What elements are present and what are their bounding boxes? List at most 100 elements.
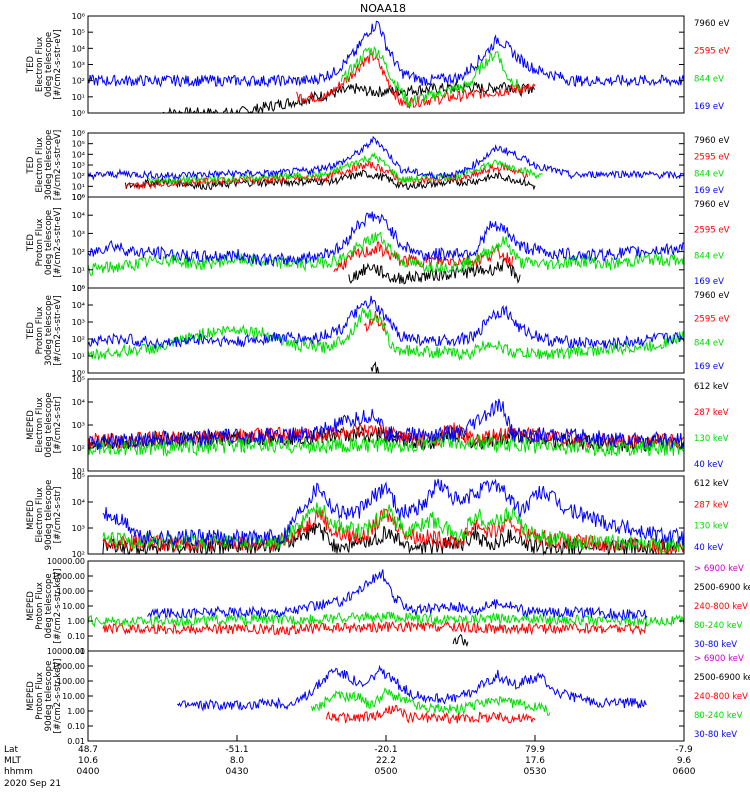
y-axis-label-line: [#/cm2-s-str-eV] bbox=[53, 295, 63, 365]
legend-entry: 2595 eV bbox=[694, 315, 730, 325]
y-tick-label: 1.00 bbox=[67, 707, 85, 716]
y-axis-label-line: 30deg telescope bbox=[44, 130, 54, 201]
y-tick-label: 10² bbox=[72, 335, 85, 344]
y-axis-label-line: [#/cm2-s-str-keV] bbox=[53, 569, 63, 644]
y-tick-label: 10⁰ bbox=[72, 369, 85, 378]
y-tick-label: 10⁴ bbox=[72, 211, 85, 220]
panel-frame bbox=[87, 287, 685, 374]
legend-entry: 40 keV bbox=[694, 460, 723, 470]
y-axis-label-line: MEPED bbox=[26, 410, 36, 440]
y-tick-label: 10² bbox=[72, 248, 85, 257]
panel-1: 10⁶ 10⁵ 10⁴ 10³ 10² 10¹ 10⁰ TED Electron Flux 0de… bbox=[26, 12, 730, 118]
y-axis-label-line: Proton Flux bbox=[35, 672, 45, 720]
series-5-trace bbox=[177, 664, 647, 712]
legend-entry: 130 keV bbox=[694, 434, 729, 444]
legend-entry: > 6900 keV bbox=[694, 564, 744, 574]
panel-6: 10⁵ 10⁴ 10³ 10² MEPED Electron Flux 90deg tele… bbox=[26, 472, 729, 559]
y-tick-label: 10⁰ bbox=[72, 193, 85, 202]
legend-entry: 287 keV bbox=[694, 500, 729, 510]
y-tick-label: 10² bbox=[72, 172, 85, 181]
chart-title: NOAA18 bbox=[360, 2, 406, 15]
y-axis-label-line: [#/cm2-s-str-eV] bbox=[53, 29, 63, 99]
legend-entry: 130 keV bbox=[694, 522, 729, 532]
series-1-trace bbox=[370, 361, 380, 374]
x-tick-label: 79.9 bbox=[525, 745, 545, 755]
y-tick-label: 10³ bbox=[72, 318, 85, 327]
y-tick-label: 10⁴ bbox=[72, 44, 85, 53]
y-axis-label-line: TED bbox=[26, 156, 36, 175]
panel-4: 10⁵ 10⁴ 10³ 10² 10¹ 10⁰ TED Proton Flux 30deg te… bbox=[26, 284, 730, 378]
y-tick-label: 10¹ bbox=[72, 467, 85, 476]
panel-frame bbox=[87, 378, 685, 472]
y-tick-label: 10² bbox=[72, 550, 85, 559]
y-tick-label: 10⁴ bbox=[72, 301, 85, 310]
legend-entry: 169 eV bbox=[694, 362, 724, 372]
y-tick-label: 100.00 bbox=[57, 587, 85, 596]
series-4-trace bbox=[87, 135, 685, 181]
legend-entry: 844 eV bbox=[694, 338, 724, 348]
y-tick-label: 10¹ bbox=[72, 266, 85, 275]
y-tick-label: 1000.00 bbox=[52, 572, 85, 581]
series-1-trace bbox=[162, 80, 536, 114]
panel-8: 10000.00 1000.00 100.00 10.00 1.00 0.10 0.01 ME… bbox=[26, 647, 750, 746]
x-tick-label: -51.1 bbox=[225, 745, 248, 755]
panel-frame bbox=[87, 196, 685, 289]
legend-entry: 612 keV bbox=[694, 382, 729, 392]
y-tick-label: 10⁰ bbox=[72, 109, 85, 118]
x-tick-label: 17.6 bbox=[525, 756, 545, 766]
y-tick-label: 10000.00 bbox=[47, 647, 85, 656]
legend-entry: 844 eV bbox=[694, 74, 724, 84]
x-tick-label: 0530 bbox=[524, 767, 547, 777]
y-tick-label: 100.00 bbox=[57, 677, 85, 686]
y-axis-label-line: [#/cm2-s-str] bbox=[53, 397, 63, 454]
x-tick-label: -20.1 bbox=[374, 745, 397, 755]
y-tick-label: 10³ bbox=[72, 229, 85, 238]
y-tick-label: 10⁵ bbox=[72, 193, 85, 202]
y-axis-label-line: [#/cm2-s-str-eV] bbox=[53, 130, 63, 200]
y-tick-label: 10⁵ bbox=[72, 28, 85, 37]
x-tick-label: 10.6 bbox=[78, 756, 98, 766]
y-axis-label-line: Electron Flux bbox=[35, 37, 45, 92]
x-tick-label: 9.6 bbox=[677, 756, 692, 766]
series-2-trace bbox=[452, 633, 469, 648]
legend-entry: 612 keV bbox=[694, 479, 729, 489]
x-tick-label: -7.9 bbox=[675, 745, 693, 755]
y-axis-label-line: Proton Flux bbox=[35, 307, 45, 355]
panel-frame bbox=[87, 475, 685, 555]
legend-entry: 844 eV bbox=[694, 251, 724, 261]
legend-entry: 844 eV bbox=[694, 169, 724, 179]
legend-entry: 7960 eV bbox=[694, 19, 730, 29]
series-4-trace bbox=[311, 687, 551, 716]
legend-entry: > 6900 keV bbox=[694, 654, 744, 664]
series-3-trace bbox=[87, 231, 685, 277]
y-tick-label: 10⁵ bbox=[72, 140, 85, 149]
series-4-trace bbox=[87, 295, 685, 350]
y-tick-label: 10¹ bbox=[72, 93, 85, 102]
legend-entry: 2595 eV bbox=[694, 153, 730, 163]
series-3-trace bbox=[325, 705, 536, 725]
y-tick-label: 10⁵ bbox=[72, 284, 85, 293]
legend-entry: 169 eV bbox=[694, 102, 724, 112]
y-tick-label: 10¹ bbox=[72, 352, 85, 361]
y-axis-label-line: Electron Flux bbox=[35, 487, 45, 542]
x-row-label: MLT bbox=[4, 756, 22, 766]
legend-entry: 7960 eV bbox=[694, 200, 730, 210]
legend-entry: 80-240 keV bbox=[694, 621, 743, 631]
x-tick-label: 48.7 bbox=[78, 745, 98, 755]
y-tick-label: 10.00 bbox=[62, 602, 85, 611]
legend-entry: 80-240 keV bbox=[694, 711, 743, 721]
y-tick-label: 10² bbox=[72, 444, 85, 453]
legend-entry: 7960 eV bbox=[694, 136, 730, 146]
legend-entry: 2595 eV bbox=[694, 47, 730, 57]
y-tick-label: 10³ bbox=[72, 61, 85, 70]
y-axis-label-line: 0deg telescope bbox=[44, 210, 54, 275]
y-axis-label-line: Electron Flux bbox=[35, 137, 45, 192]
y-axis-label-line: MEPED bbox=[26, 591, 36, 621]
y-tick-label: 10³ bbox=[72, 161, 85, 170]
y-tick-label: 1.00 bbox=[67, 617, 85, 626]
y-axis-label-line: MEPED bbox=[26, 681, 36, 711]
series-4-trace bbox=[87, 398, 685, 450]
